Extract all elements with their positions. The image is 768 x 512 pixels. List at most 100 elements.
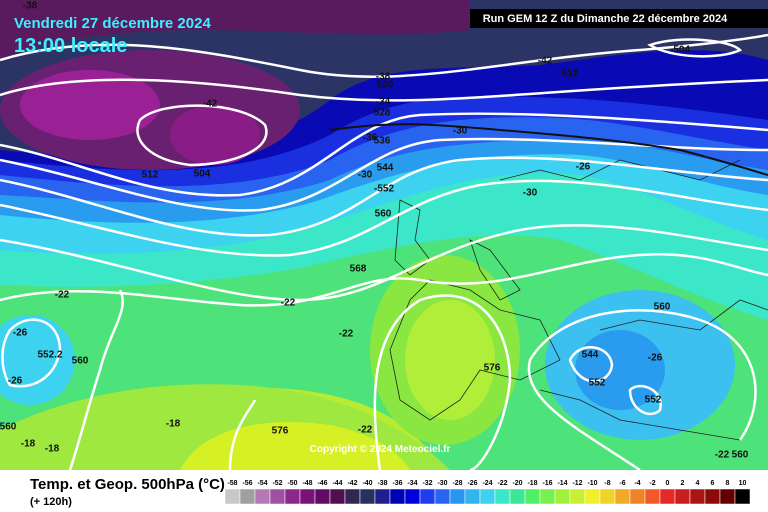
field bbox=[0, 0, 768, 470]
legend-swatch bbox=[224, 488, 241, 505]
legend-swatch bbox=[464, 488, 481, 505]
legend-tick: -10 bbox=[587, 480, 597, 487]
contour-label: 544 bbox=[582, 350, 599, 361]
contour-label: 552 bbox=[589, 378, 606, 389]
legend-swatch bbox=[614, 488, 631, 505]
legend-swatch bbox=[479, 488, 496, 505]
legend-swatch bbox=[644, 488, 661, 505]
geopotential-contour bbox=[68, 289, 124, 470]
legend-tick: -30 bbox=[437, 480, 447, 487]
legend-swatch bbox=[329, 488, 346, 505]
geopotential-contour bbox=[136, 104, 268, 167]
legend-tick: -32 bbox=[422, 480, 432, 487]
geopotential-contour bbox=[0, 179, 768, 257]
contour-label: 560 bbox=[732, 450, 749, 461]
legend-swatch bbox=[629, 488, 646, 505]
contour-label: 568 bbox=[350, 264, 367, 275]
contour-label: 520 bbox=[377, 80, 394, 91]
contour-label: -34 bbox=[376, 97, 391, 108]
legend-tick: -2 bbox=[649, 480, 655, 487]
legend-swatch bbox=[284, 488, 301, 505]
legend-tick: -52 bbox=[272, 480, 282, 487]
contour-label: 536 bbox=[374, 136, 391, 147]
legend-swatch bbox=[239, 488, 256, 505]
legend-tick: -40 bbox=[362, 480, 372, 487]
geopotential-contour bbox=[228, 399, 257, 470]
legend-swatch bbox=[674, 488, 691, 505]
contour-label: -42 bbox=[203, 99, 218, 110]
contour-label: -552 bbox=[374, 184, 394, 195]
contour-label: 560 bbox=[72, 356, 89, 367]
legend-tick: -44 bbox=[332, 480, 342, 487]
copyright: Copyright © 2024 Meteociel.fr bbox=[310, 444, 451, 455]
contour-label: 504 bbox=[194, 169, 211, 180]
legend-tick: -14 bbox=[557, 480, 567, 487]
legend-tick: -16 bbox=[542, 480, 552, 487]
coastline bbox=[499, 159, 741, 181]
geopotential-contour bbox=[0, 33, 768, 78]
contour-label: 560 bbox=[654, 302, 671, 313]
legend-tick: -28 bbox=[452, 480, 462, 487]
legend-swatch bbox=[584, 488, 601, 505]
coastline bbox=[539, 389, 741, 441]
legend-tick: -18 bbox=[527, 480, 537, 487]
legend-swatch bbox=[299, 488, 316, 505]
legend-swatch bbox=[314, 488, 331, 505]
band-lime-core bbox=[405, 300, 495, 420]
geopotential-contour bbox=[0, 156, 768, 237]
coastline bbox=[469, 239, 521, 301]
contour-label: -18 bbox=[45, 444, 60, 455]
contour-label: -26 bbox=[8, 376, 23, 387]
geopotential-contour bbox=[1, 318, 62, 388]
contour-label: -22 bbox=[339, 329, 354, 340]
legend-swatch bbox=[404, 488, 421, 505]
contour-label: 560 bbox=[375, 209, 392, 220]
legend-tick: -38 bbox=[377, 480, 387, 487]
legend-lead: (+ 120h) bbox=[30, 496, 72, 508]
contour-label: 528 bbox=[374, 108, 391, 119]
contour-label: -504 bbox=[670, 45, 690, 56]
legend-tick: -26 bbox=[467, 480, 477, 487]
legend-swatch bbox=[554, 488, 571, 505]
contour-thick bbox=[329, 123, 768, 176]
contour-label: 544 bbox=[377, 163, 394, 174]
coastline bbox=[599, 299, 768, 331]
legend-swatch bbox=[539, 488, 556, 505]
legend-swatch bbox=[434, 488, 451, 505]
legend-swatch bbox=[494, 488, 511, 505]
contour-label: -30 bbox=[358, 170, 373, 181]
contour-label: 552 bbox=[645, 395, 662, 406]
legend-title: Temp. et Geop. 500hPa (°C) bbox=[30, 476, 225, 493]
contour-label: -36 bbox=[363, 133, 378, 144]
legend-tick: 6 bbox=[711, 480, 715, 487]
band-purple bbox=[0, 0, 470, 60]
legend-tick: 2 bbox=[681, 480, 685, 487]
geopotential-contour bbox=[0, 252, 768, 307]
time: 13:00 locale bbox=[14, 35, 127, 57]
contour-label: -22 bbox=[715, 450, 730, 461]
contour-label: -38 bbox=[376, 72, 391, 83]
legend-tick: 8 bbox=[726, 480, 730, 487]
contour-label: 512 bbox=[562, 69, 579, 80]
band-se-blue2 bbox=[575, 330, 665, 410]
legend-tick: -48 bbox=[302, 480, 312, 487]
band-magenta2 bbox=[170, 105, 260, 165]
legend-tick: -6 bbox=[619, 480, 625, 487]
contour-label: 552.2 bbox=[37, 350, 62, 361]
geopotential-contour bbox=[647, 38, 743, 58]
contour-label: 576 bbox=[484, 363, 501, 374]
legend-tick: -56 bbox=[242, 480, 252, 487]
geopotential-contour bbox=[568, 346, 614, 383]
legend-tick: -46 bbox=[317, 480, 327, 487]
contour-label: -18 bbox=[21, 439, 36, 450]
contour-label: -30 bbox=[523, 188, 538, 199]
contour-label: -22 bbox=[358, 425, 373, 436]
run-info: Run GEM 12 Z du Dimanche 22 décembre 202… bbox=[483, 13, 728, 25]
legend-tick: -12 bbox=[572, 480, 582, 487]
band-w-blue bbox=[0, 315, 75, 405]
legend-swatch bbox=[569, 488, 586, 505]
legend-tick: -24 bbox=[482, 480, 492, 487]
legend-swatch bbox=[719, 488, 736, 505]
legend-swatch bbox=[509, 488, 526, 505]
